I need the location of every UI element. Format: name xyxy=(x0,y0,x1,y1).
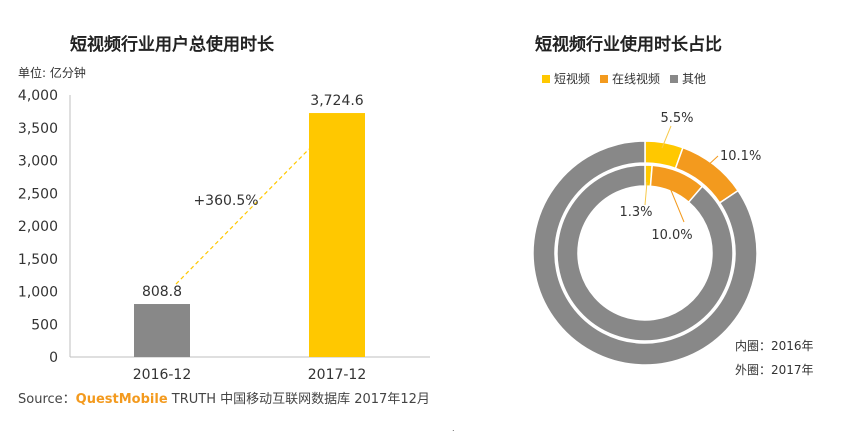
source-prefix: Source： xyxy=(18,392,76,407)
y-tick-label: 2,500 xyxy=(18,186,58,202)
legend-item-other: 其他 xyxy=(670,70,706,87)
legend-swatch-online-video xyxy=(600,74,609,83)
outer-short-video-leader xyxy=(661,125,672,149)
outer-short-video-label: 5.5% xyxy=(660,111,693,126)
y-tick-label: 1,000 xyxy=(18,285,58,301)
y-tick-label: 3,500 xyxy=(18,121,58,137)
source-line: Source：QuestMobile TRUTH 中国移动互联网数据库 2017… xyxy=(18,388,430,407)
outer-online-video-leader xyxy=(704,155,719,169)
y-tick-label: 0 xyxy=(49,350,58,366)
inner-ring-slice-2 xyxy=(556,164,734,342)
y-tick-label: 2,000 xyxy=(18,219,58,235)
y-tick-label: 3,000 xyxy=(18,154,58,170)
bar-value-label: 808.8 xyxy=(142,284,182,300)
outer-ring-slice-2 xyxy=(532,140,758,366)
inner-short-video-label: 1.3% xyxy=(619,205,652,220)
source-brand: QuestMobile xyxy=(75,392,168,407)
inner-online-video-leader xyxy=(667,182,685,223)
outer-online-video-label: 10.1% xyxy=(720,149,761,164)
donut-legend: 短视频 在线视频 其他 xyxy=(542,70,706,87)
growth-annotation: +360.5% xyxy=(193,193,258,209)
outer-ring-note: 外圈：2017年 xyxy=(735,363,814,377)
donut-chart-title: 短视频行业使用时长占比 xyxy=(535,35,722,55)
y-tick-label: 1,500 xyxy=(18,252,58,268)
inner-online-video-label: 10.0% xyxy=(651,228,692,243)
legend-swatch-short-video xyxy=(542,74,550,83)
legend-swatch-other xyxy=(670,74,679,83)
bar-2017-12 xyxy=(309,113,365,357)
growth-trend-line xyxy=(175,148,310,285)
x-tick-label: 2017-12 xyxy=(308,367,367,383)
y-tick-label: 500 xyxy=(31,317,58,333)
bar-2016-12 xyxy=(134,304,190,357)
legend-item-short-video: 短视频 xyxy=(542,70,590,87)
legend-label-online-video: 在线视频 xyxy=(612,72,661,86)
source-rest: TRUTH 中国移动互联网数据库 2017年12月 xyxy=(167,392,430,407)
y-tick-label: 4,000 xyxy=(18,88,58,104)
bar-chart-title: 短视频行业用户总使用时长 xyxy=(70,35,274,55)
footer-mark: . xyxy=(452,424,455,433)
legend-label-other: 其他 xyxy=(682,72,707,86)
inner-short-video-leader xyxy=(644,181,648,206)
bar-chart-unit-label: 单位: 亿分钟 xyxy=(18,66,86,80)
x-tick-label: 2016-12 xyxy=(133,367,192,383)
bar-value-label: 3,724.6 xyxy=(310,93,364,109)
legend-item-online-video: 在线视频 xyxy=(600,70,660,87)
legend-label-short-video: 短视频 xyxy=(554,72,591,86)
inner-ring-note: 内圈：2016年 xyxy=(735,339,814,353)
